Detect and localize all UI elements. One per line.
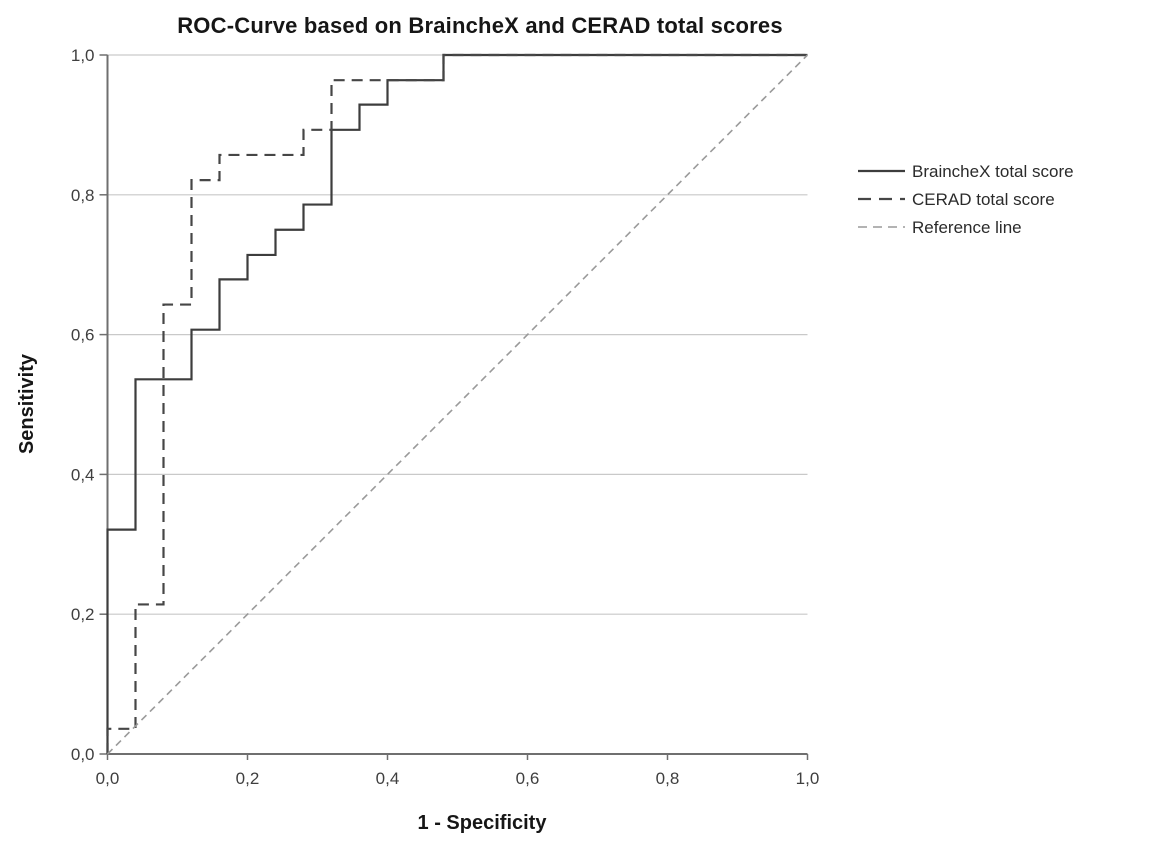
y-axis-title: Sensitivity bbox=[16, 353, 38, 455]
x-tick-label: 0,4 bbox=[376, 769, 400, 788]
series-curve-reference-line bbox=[106, 54, 809, 755]
x-axis-title: 1 - Specificity bbox=[417, 812, 547, 834]
legend-label-brainchex: BraincheX total score bbox=[912, 161, 1074, 181]
legend-label-cerad: CERAD total score bbox=[912, 189, 1055, 209]
series-curve-brainchex-total-score bbox=[106, 53, 808, 754]
y-tick-label: 1,0 bbox=[71, 46, 95, 65]
legend: BraincheX total score CERAD total score … bbox=[858, 157, 1074, 241]
light-dashed-line-sample-icon bbox=[858, 226, 905, 228]
x-tick-label: 0,8 bbox=[656, 769, 680, 788]
x-tick-label: 0,0 bbox=[96, 769, 120, 788]
y-tick-label: 0,8 bbox=[71, 186, 95, 205]
y-tick-label: 0,4 bbox=[71, 465, 95, 484]
legend-item-reference: Reference line bbox=[858, 213, 1074, 241]
dashed-line-sample-icon bbox=[858, 197, 905, 201]
series-curve-cerad-total-score bbox=[106, 53, 808, 754]
y-tick-label: 0,6 bbox=[71, 326, 95, 345]
x-tick-label: 0,6 bbox=[516, 769, 540, 788]
y-tick-label: 0,2 bbox=[71, 605, 95, 624]
y-tick-label: 0,0 bbox=[71, 745, 95, 764]
x-tick-label: 1,0 bbox=[796, 769, 820, 788]
legend-label-reference: Reference line bbox=[912, 217, 1022, 237]
x-tick-label: 0,2 bbox=[236, 769, 260, 788]
solid-line-sample-icon bbox=[858, 169, 905, 173]
legend-item-cerad: CERAD total score bbox=[858, 185, 1074, 213]
chart-title: ROC-Curve based on BraincheX and CERAD t… bbox=[177, 13, 783, 38]
legend-item-brainchex: BraincheX total score bbox=[858, 157, 1074, 185]
